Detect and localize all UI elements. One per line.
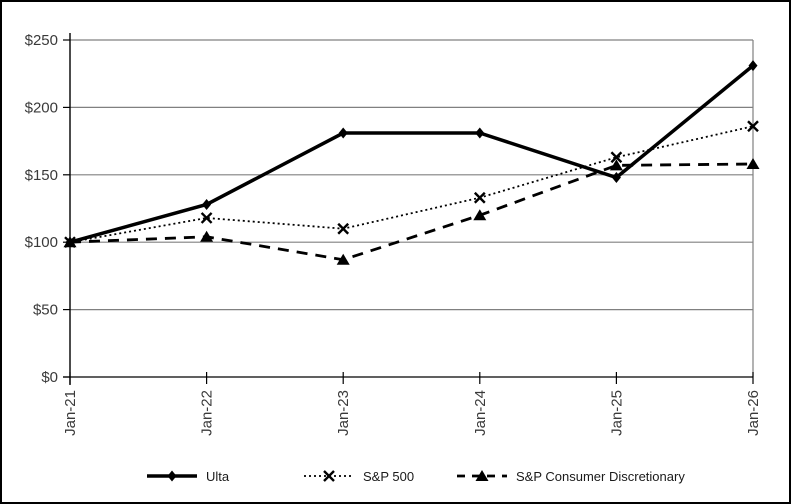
diamond-marker-icon xyxy=(611,171,621,183)
diamond-marker-icon xyxy=(65,236,75,248)
series-line xyxy=(69,64,755,244)
x-marker-icon xyxy=(610,151,623,164)
diamond-marker-icon xyxy=(202,198,212,210)
x-axis-tick-label: Jan-25 xyxy=(608,390,625,436)
series-ulta xyxy=(65,60,758,248)
diamond-marker-icon xyxy=(338,127,348,139)
y-axis-tick-label: $100 xyxy=(25,234,58,251)
legend-item-sp500: S&P 500 xyxy=(302,466,414,486)
x-axis-tick-label: Jan-26 xyxy=(745,390,762,436)
legend-item-ulta: Ulta xyxy=(145,466,229,486)
x-axis-tick-label: Jan-21 xyxy=(62,390,79,436)
y-axis-tick-label: $150 xyxy=(25,167,58,184)
y-axis-tick-label: $50 xyxy=(33,302,58,319)
legend-label-ulta: Ulta xyxy=(206,468,230,484)
x-axis-tick-label: Jan-23 xyxy=(335,390,352,436)
series-line xyxy=(69,125,754,244)
x-axis-tick-label: Jan-24 xyxy=(472,390,489,436)
triangle-marker-icon xyxy=(746,158,760,170)
diamond-marker-icon xyxy=(167,470,177,482)
x-marker-icon xyxy=(473,191,486,204)
x-marker-icon xyxy=(747,120,759,133)
legend-label-sp500: S&P 500 xyxy=(363,468,415,484)
triangle-marker-icon xyxy=(473,209,487,221)
legend-swatch-dotted-x-icon xyxy=(304,470,354,482)
series-s-p-consumer-discretionary xyxy=(63,158,760,265)
x-marker-icon xyxy=(200,212,213,224)
legend-label-sp-consumer-discretionary: S&P Consumer Discretionary xyxy=(516,468,685,484)
x-marker-icon xyxy=(337,222,350,235)
triangle-marker-icon xyxy=(200,230,214,242)
legend-swatch-dashed-triangle-icon xyxy=(457,470,507,481)
triangle-marker-icon xyxy=(336,253,350,265)
series-line xyxy=(69,162,754,262)
triangle-marker-icon xyxy=(609,159,623,171)
legend-swatch-solid-diamond-icon xyxy=(147,470,197,482)
x-axis-tick-label: Jan-22 xyxy=(199,390,216,436)
diamond-marker-icon xyxy=(748,60,758,72)
y-axis-tick-label: $250 xyxy=(25,32,58,49)
x-marker-icon xyxy=(323,470,335,482)
series-s-p-500 xyxy=(64,120,759,249)
triangle-marker-icon xyxy=(475,470,489,481)
chart-legend: Ulta S&P 500 S&P Consumer Discretionary xyxy=(2,464,789,488)
y-axis-tick-label: $200 xyxy=(25,99,58,116)
diamond-marker-icon xyxy=(475,127,485,139)
legend-item-sp-consumer-discretionary: S&P Consumer Discretionary xyxy=(455,466,685,486)
y-axis-tick-label: $0 xyxy=(41,369,58,386)
